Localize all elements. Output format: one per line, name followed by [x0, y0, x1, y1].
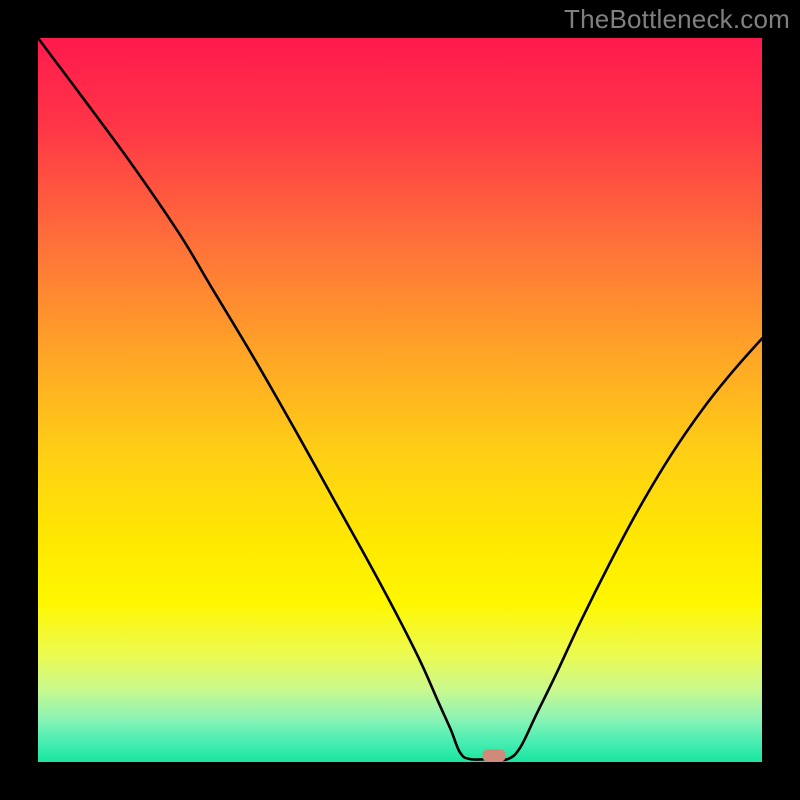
watermark-text: TheBottleneck.com — [564, 4, 790, 35]
bottleneck-chart — [0, 0, 800, 800]
optimum-marker — [483, 749, 506, 761]
plot-background — [38, 38, 762, 762]
chart-stage: TheBottleneck.com — [0, 0, 800, 800]
